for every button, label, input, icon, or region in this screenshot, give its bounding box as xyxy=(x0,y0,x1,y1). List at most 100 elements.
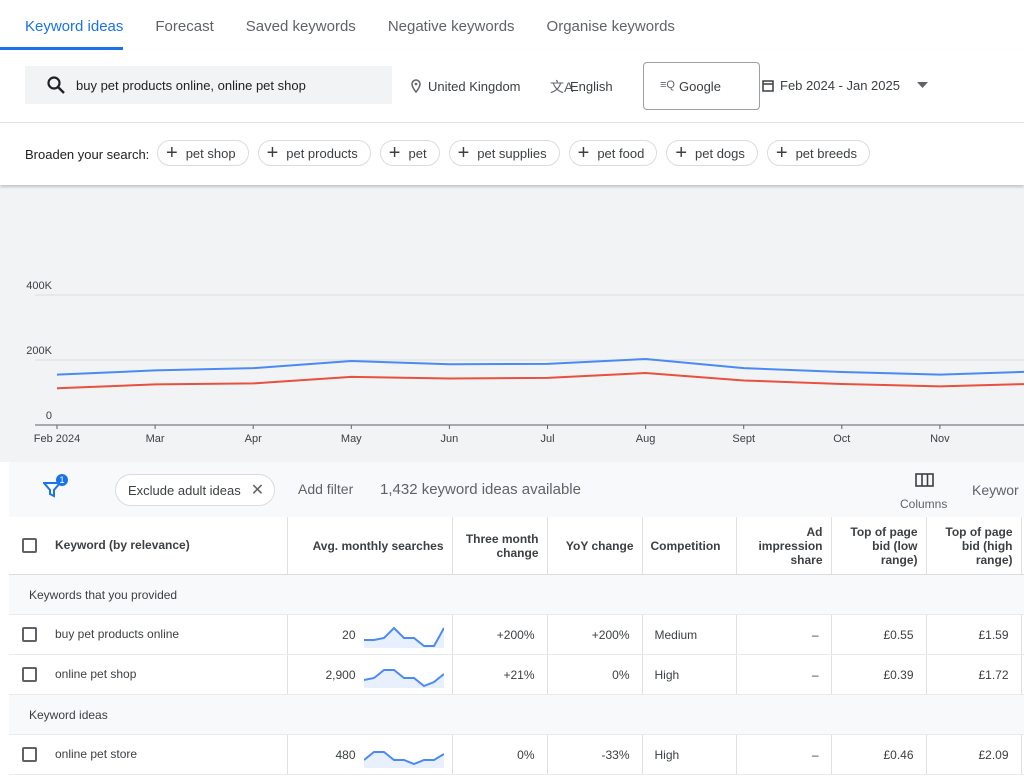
network-icon: ≡Q xyxy=(660,79,675,91)
cell-text: £0.39 xyxy=(883,668,913,682)
cell-text: +21% xyxy=(503,668,534,682)
cell-text: – xyxy=(812,628,819,642)
tab-bar: Keyword ideas ForecastSaved keywordsNegat… xyxy=(0,0,1024,50)
tab[interactable]: Organise keywords xyxy=(531,0,691,50)
column-header: Keyword (by relevance) xyxy=(9,517,287,575)
cell-text: – xyxy=(812,668,819,682)
cell: High xyxy=(642,735,736,775)
cell-text: 0% xyxy=(612,668,629,682)
network: Google xyxy=(679,79,721,94)
chip[interactable]: +pet food xyxy=(569,140,658,166)
cell: – xyxy=(736,735,831,775)
tab[interactable]: Saved keywords xyxy=(230,0,372,50)
cell-text: £1.72 xyxy=(978,668,1008,682)
checkbox[interactable] xyxy=(22,627,37,642)
location[interactable]: United Kingdom xyxy=(428,79,521,94)
cell: 2,900 xyxy=(287,655,452,695)
searches: 480 xyxy=(335,748,355,762)
chip[interactable]: +pet dogs xyxy=(666,140,758,166)
chip[interactable]: + pet breeds xyxy=(767,140,870,166)
cell-text: £1.59 xyxy=(978,628,1008,642)
chip[interactable]: +pet products xyxy=(258,140,371,166)
filter-icon[interactable]: 1 xyxy=(43,474,73,500)
plus-icon: + xyxy=(776,143,788,163)
y-tick-label: 400K xyxy=(26,280,52,292)
search-query: buy pet products online, online pet shop xyxy=(76,78,306,93)
column-header: Competition xyxy=(642,517,736,575)
group-row: Keyword ideas xyxy=(9,695,1024,735)
cell: £0.39 xyxy=(831,655,926,695)
chip-list: +pet shop +pet products +pet +pet supplies +… xyxy=(157,140,870,166)
chip-label: pet dogs xyxy=(695,146,745,161)
x-tick-label: Nov xyxy=(930,433,950,445)
header-label: Three month change xyxy=(466,532,539,560)
chip-label: pet breeds xyxy=(796,146,857,161)
chart: 0200K400KFeb 2024MarAprMayJunJulAugSeptO… xyxy=(0,185,1024,462)
header-label: Competition xyxy=(651,539,721,553)
sparkline xyxy=(364,742,444,768)
exclude-chip[interactable]: Exclude adult ideas ✕ xyxy=(115,474,275,506)
header-label: Top of page bid (low range) xyxy=(850,525,917,567)
x-tick-label: Mar xyxy=(146,433,165,445)
exclude-label: Exclude adult ideas xyxy=(128,483,241,498)
cell: £1.59 xyxy=(926,615,1021,655)
searches: 20 xyxy=(342,628,355,642)
cell-text: £2.09 xyxy=(978,748,1008,762)
column-header: Three month change xyxy=(452,517,547,575)
cell: 0% xyxy=(452,735,547,775)
keyword: buy pet products online xyxy=(55,627,179,641)
column-header: Avg. monthly searches xyxy=(287,517,452,575)
x-tick-label: Jul xyxy=(540,433,554,445)
checkbox[interactable] xyxy=(22,538,37,553)
cell: 20 xyxy=(287,615,452,655)
network-box[interactable]: ≡Q Google xyxy=(643,62,760,110)
tab[interactable]: Keyword ideas xyxy=(0,0,123,50)
column-header: Top of page bid (low range) xyxy=(831,517,926,575)
add-filter[interactable]: Add filter xyxy=(298,481,353,497)
cell: – xyxy=(736,615,831,655)
close-icon[interactable]: ✕ xyxy=(251,480,264,500)
checkbox[interactable] xyxy=(22,667,37,682)
cell: +200% xyxy=(547,615,642,655)
checkbox[interactable] xyxy=(22,747,37,762)
sparkline xyxy=(364,662,444,688)
column-header: Top of page bid (high range) xyxy=(926,517,1021,575)
keyword: online pet store xyxy=(55,747,137,761)
filter-badge: 1 xyxy=(59,475,64,485)
columns-icon[interactable] xyxy=(915,473,935,487)
tab[interactable]: Negative keywords xyxy=(372,0,531,50)
column-header: YoY change xyxy=(547,517,642,575)
cell-text: +200% xyxy=(592,628,630,642)
cell: buy pet products online xyxy=(9,615,287,655)
chip[interactable]: +pet shop xyxy=(157,140,249,166)
header-label: Avg. monthly searches xyxy=(313,539,444,553)
search-icon xyxy=(47,76,65,94)
keyword-row: online pet shop2,900+21%0%High–£0.39£1.7… xyxy=(9,655,1024,695)
header-label: Top of page bid (high range) xyxy=(945,525,1012,567)
cell: £2.09 xyxy=(926,735,1021,775)
keyword: online pet shop xyxy=(55,667,136,681)
calendar-icon xyxy=(762,79,774,92)
view-label[interactable]: Keywor xyxy=(972,482,1019,498)
x-tick-label: May xyxy=(341,433,362,445)
search-box[interactable]: buy pet products online, online pet shop xyxy=(25,66,392,104)
dropdown-arrow xyxy=(917,82,928,88)
cell-text: – xyxy=(812,748,819,762)
x-tick-label: Feb 2024 xyxy=(34,433,80,445)
cell: online pet store xyxy=(9,735,287,775)
cell-text: +200% xyxy=(497,628,535,642)
header-label: Keyword (by relevance) xyxy=(55,538,190,552)
plus-icon: + xyxy=(166,143,178,163)
date-range[interactable]: Feb 2024 - Jan 2025 xyxy=(780,78,900,93)
header-row: Keyword (by relevance) Avg. monthly searc… xyxy=(9,517,1024,575)
tab[interactable]: Forecast xyxy=(139,0,229,50)
column-header: Ad impression share xyxy=(736,517,831,575)
keyword-row: online pet store4800%-33%High–£0.46£2.09 xyxy=(9,735,1024,775)
columns-label[interactable]: Columns xyxy=(900,497,947,511)
language[interactable]: English xyxy=(570,79,613,94)
chip[interactable]: +pet xyxy=(380,140,440,166)
x-tick-label: Apr xyxy=(245,433,262,445)
chip[interactable]: +pet supplies xyxy=(449,140,560,166)
header-label: Ad impression share xyxy=(758,525,822,567)
